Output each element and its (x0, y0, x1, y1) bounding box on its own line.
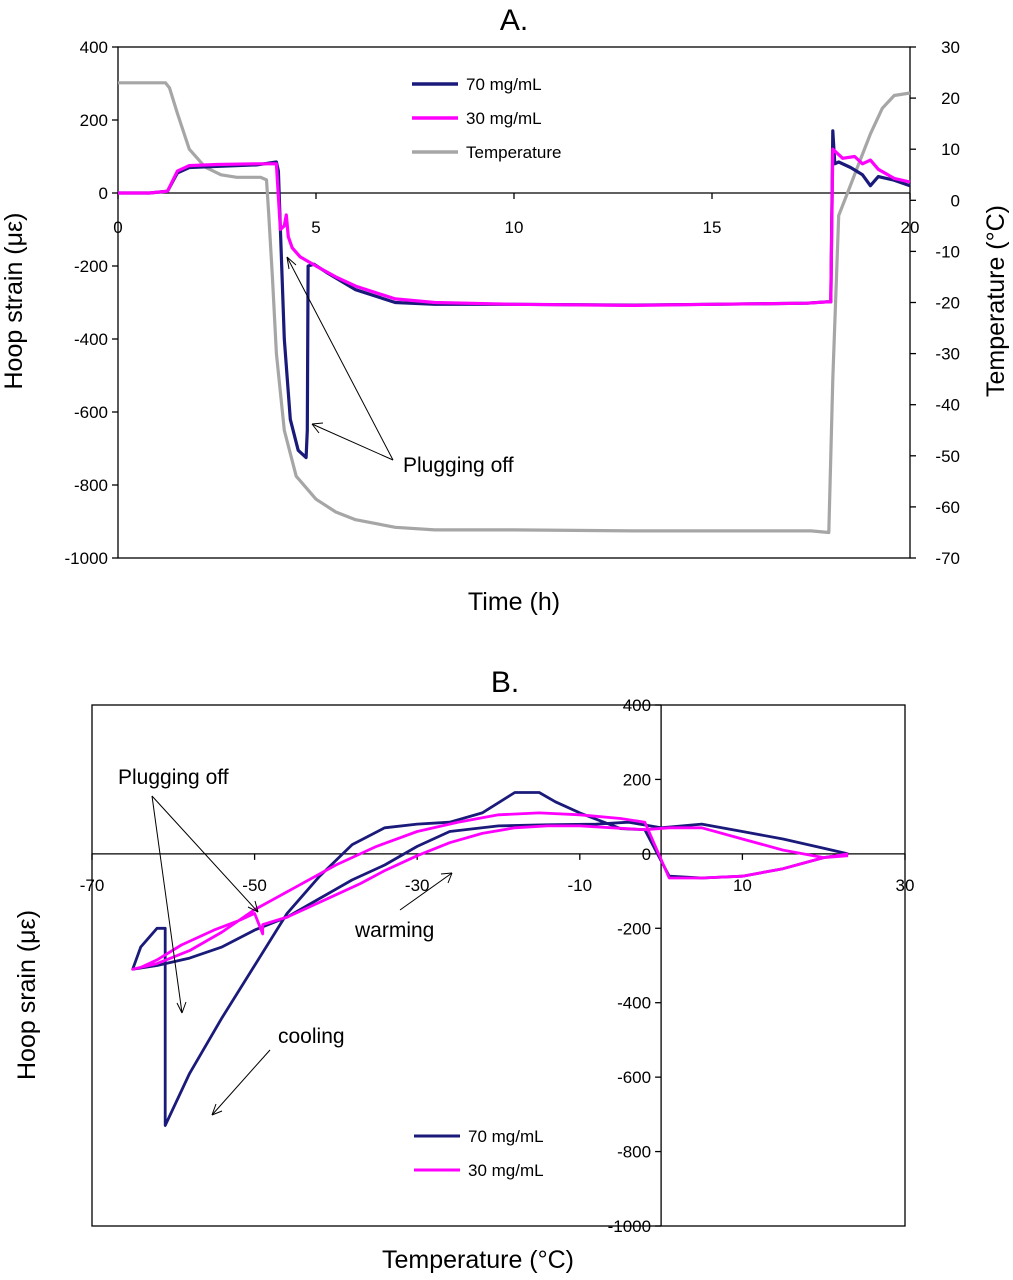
chart-b: B. -70 -50 -30 -10 10 30 400 200 0 -200 -400 -600 -8… (13, 666, 915, 1274)
x-tick-label: 5 (311, 218, 320, 237)
annotation-arrow (311, 423, 394, 461)
chart-b-y-axis-title: Hoop srain (με) (13, 910, 41, 1080)
y-tick-label: -200 (617, 919, 651, 938)
x-tick-label: -50 (242, 876, 267, 895)
y-tick-label: -400 (617, 994, 651, 1013)
chart-a-legend: 70 mg/mL 30 mg/mL Temperature (412, 75, 561, 162)
series-line-30-mg-ml (131, 811, 849, 971)
series-line-70-mg-ml (131, 791, 849, 1127)
arrow-head (176, 1001, 187, 1014)
chart-b-annotation-warming: warming (354, 872, 453, 942)
x-tick-label: 10 (505, 218, 524, 237)
y-tick-label: -1000 (65, 549, 108, 568)
annotation-label: Plugging off (118, 766, 229, 789)
chart-a-x-axis-title: Time (h) (468, 588, 560, 616)
legend-label-temperature: Temperature (466, 143, 561, 162)
plot-frame (91, 704, 906, 1227)
y2-tick-label: -40 (935, 396, 960, 415)
annotation-arrow (286, 256, 394, 461)
y-tick-label: -600 (617, 1068, 651, 1087)
y-tick-label: 200 (623, 770, 651, 789)
y-tick-label: -600 (74, 403, 108, 422)
annotation-label: Plugging off (403, 454, 514, 477)
y-tick-label: -400 (74, 330, 108, 349)
chart-a-y-axis-title: Hoop strain (με) (0, 213, 28, 390)
annotation-label: cooling (278, 1025, 345, 1048)
chart-a-annotation-plugging-off: Plugging off (286, 256, 514, 477)
chart-b-x-axis-title: Temperature (°C) (382, 1246, 574, 1274)
x-tick-label: -30 (405, 876, 430, 895)
chart-b-annotation-cooling: cooling (211, 1025, 345, 1116)
chart-a: A. 0 5 10 15 204002000-200-400-600-800-10003… (0, 4, 1010, 616)
x-tick-label: -10 (568, 876, 593, 895)
arrow-head (311, 422, 324, 434)
annotation-arrow (211, 1049, 271, 1116)
annotation-arrow (151, 795, 183, 1014)
chart-a-title: A. (500, 4, 528, 37)
y-tick-label: 400 (80, 38, 108, 57)
y-tick-label: -1000 (608, 1217, 651, 1236)
chart-b-legend: 70 mg/mL 30 mg/mL (414, 1127, 544, 1180)
chart-b-title: B. (491, 666, 519, 699)
x-tick-label: 0 (113, 218, 122, 237)
y2-tick-label: 30 (941, 38, 960, 57)
y2-tick-label: 10 (941, 140, 960, 159)
series-line-temperature (118, 81, 911, 535)
chart-b-annotation-plugging-off: Plugging off (118, 766, 259, 1014)
y2-tick-label: -70 (935, 549, 960, 568)
y-tick-label: 400 (623, 696, 651, 715)
y-tick-label: -800 (74, 476, 108, 495)
y-tick-label: -200 (74, 257, 108, 276)
chart-b-plot-area: -70 -50 -30 -10 10 30 400 200 0 -200 -400 -600 -800 -… (80, 696, 915, 1236)
arrow-head (440, 872, 453, 884)
y2-tick-label: -50 (935, 447, 960, 466)
chart-a-plot-area: 0 5 10 15 204002000-200-400-600-800-10003020… (65, 38, 960, 568)
y-tick-label: 200 (80, 111, 108, 130)
annotation-arrow (399, 872, 453, 911)
legend-label-70: 70 mg/mL (466, 75, 542, 94)
y-tick-label: 0 (99, 184, 108, 203)
y2-tick-label: 20 (941, 89, 960, 108)
y2-tick-label: 0 (951, 191, 960, 210)
x-tick-label: 20 (901, 218, 920, 237)
y-tick-label: 0 (642, 845, 651, 864)
arrow-head (211, 1103, 223, 1116)
series-line-30-mg-ml (118, 147, 911, 307)
x-tick-label: 15 (703, 218, 722, 237)
x-tick-label: 10 (733, 876, 752, 895)
y2-tick-label: -30 (935, 345, 960, 364)
y2-tick-label: -10 (935, 242, 960, 261)
legend-label-30: 30 mg/mL (468, 1161, 544, 1180)
x-tick-label: -70 (80, 876, 105, 895)
annotation-arrow (151, 795, 259, 913)
legend-label-70: 70 mg/mL (468, 1127, 544, 1146)
y2-tick-label: -60 (935, 498, 960, 517)
series-line-70-mg-ml (118, 129, 911, 460)
arrow-head (247, 900, 259, 913)
arrow-head (286, 256, 297, 270)
y2-tick-label: -20 (935, 294, 960, 313)
x-tick-label: 30 (896, 876, 915, 895)
legend-label-30: 30 mg/mL (466, 109, 542, 128)
y-tick-label: -800 (617, 1143, 651, 1162)
chart-a-y2-axis-title: Temperature (°C) (982, 205, 1010, 397)
annotation-label: warming (354, 919, 434, 942)
